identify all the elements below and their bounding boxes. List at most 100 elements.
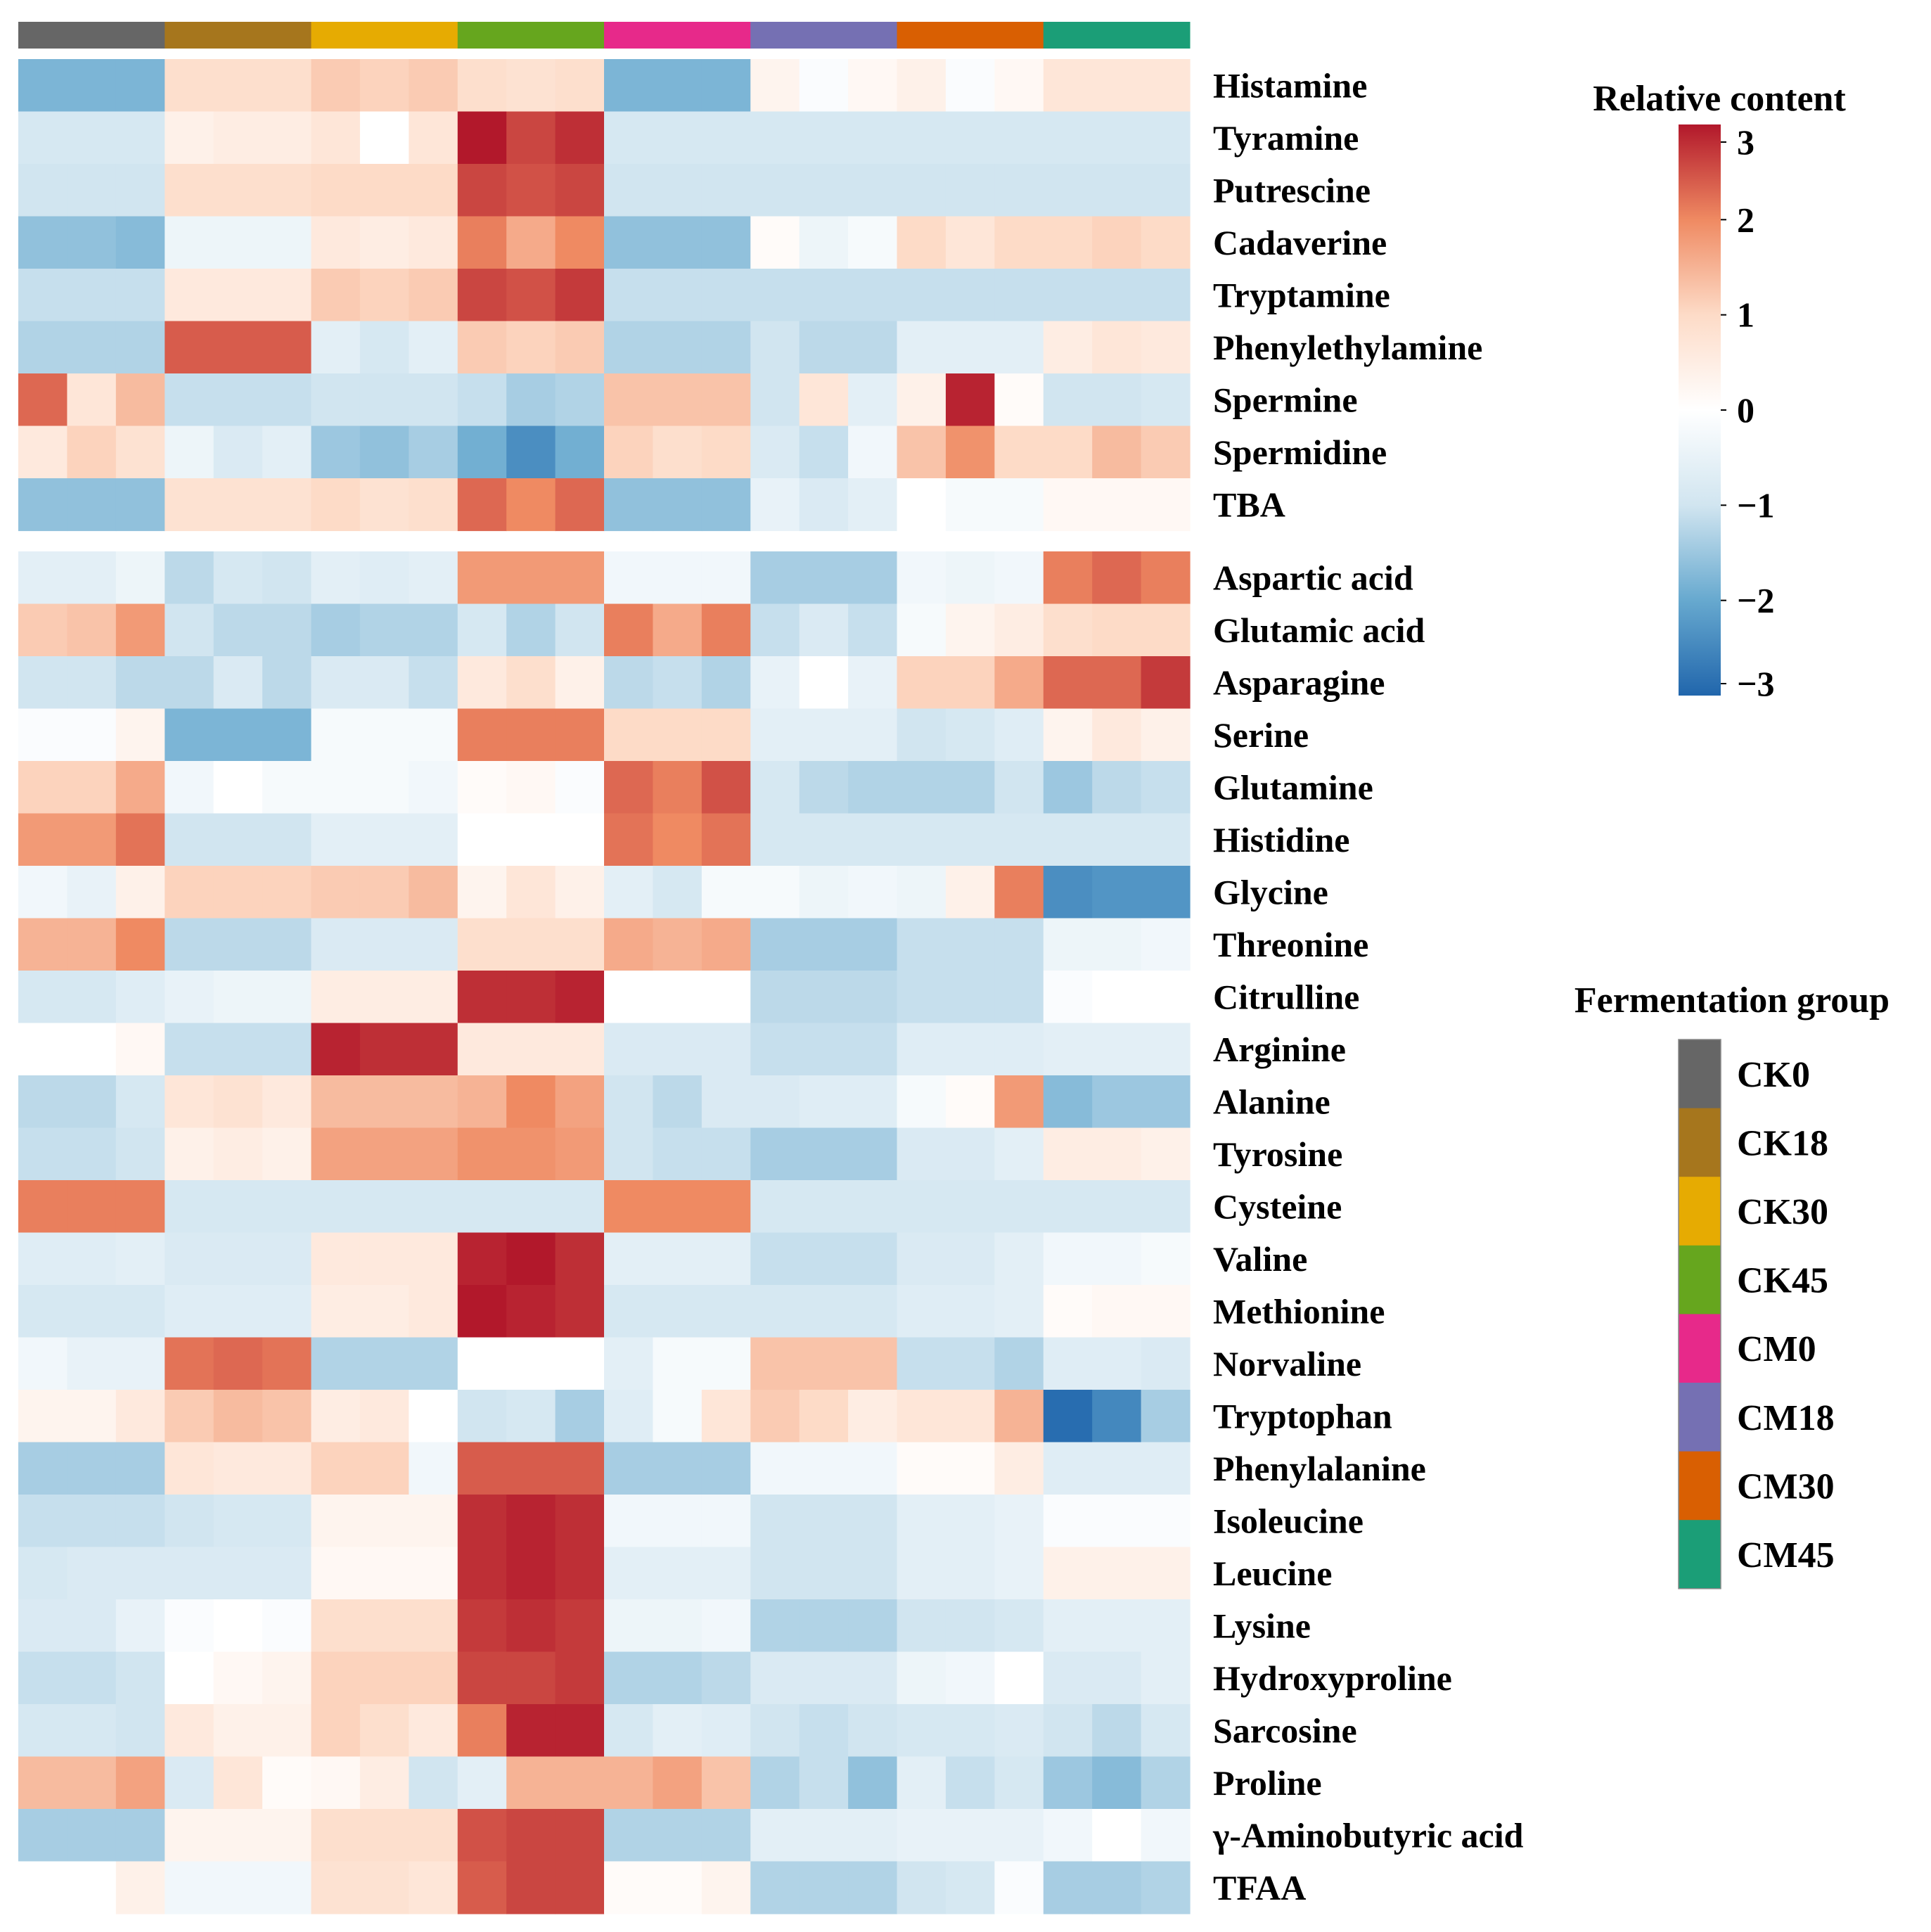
- heatmap-cell: [897, 971, 947, 1024]
- heatmap-cell: [409, 1285, 458, 1338]
- heatmap-cell: [506, 603, 556, 657]
- heatmap-cell: [1141, 59, 1191, 113]
- heatmap-cell: [799, 1704, 849, 1758]
- heatmap-cell: [1043, 1495, 1093, 1548]
- heatmap-cell: [115, 1127, 165, 1181]
- heatmap-cell: [848, 866, 898, 919]
- heatmap-cell: [750, 656, 800, 710]
- heatmap-cell: [506, 1285, 556, 1338]
- row-label: Valine: [1213, 1239, 1307, 1279]
- heatmap-cell: [262, 478, 312, 532]
- heatmap-cell: [604, 478, 654, 532]
- heatmap-cell: [701, 1547, 751, 1600]
- heatmap-cell: [1092, 1285, 1142, 1338]
- heatmap-cell: [1043, 164, 1093, 217]
- heatmap-cell: [115, 1704, 165, 1758]
- heatmap-cell: [115, 761, 165, 814]
- heatmap-cell: [165, 708, 214, 762]
- heatmap-cell: [1043, 1442, 1093, 1495]
- heatmap-cell: [262, 1390, 312, 1443]
- heatmap-cell: [115, 708, 165, 762]
- heatmap-cell: [555, 321, 605, 374]
- heatmap-cell: [359, 1337, 409, 1390]
- heatmap-cell: [262, 59, 312, 113]
- heatmap-cell: [701, 111, 751, 165]
- heatmap-cell: [67, 1809, 117, 1862]
- heatmap-cell: [213, 111, 263, 165]
- heatmap-cell: [506, 866, 556, 919]
- heatmap-cell: [409, 971, 458, 1024]
- heatmap-cell: [506, 1337, 556, 1390]
- heatmap-cell: [457, 1809, 507, 1862]
- group-swatch-ck18: [1679, 1108, 1721, 1177]
- heatmap-cell: [799, 1180, 849, 1234]
- heatmap-cell: [67, 426, 117, 479]
- heatmap-cell: [555, 269, 605, 322]
- heatmap-cell: [115, 478, 165, 532]
- row-label: Tryptophan: [1213, 1396, 1392, 1435]
- heatmap-cell: [604, 1127, 654, 1181]
- heatmap-cell: [359, 1075, 409, 1129]
- heatmap-cell: [945, 1180, 995, 1234]
- heatmap-cell: [653, 1651, 703, 1705]
- heatmap-cell: [1043, 269, 1093, 322]
- heatmap-cell: [897, 1180, 947, 1234]
- heatmap-cell: [457, 1547, 507, 1600]
- heatmap-cell: [67, 866, 117, 919]
- heatmap-cell: [165, 1285, 214, 1338]
- heatmap-cell: [555, 656, 605, 710]
- heatmap-cell: [945, 1861, 995, 1914]
- heatmap-cell: [750, 216, 800, 269]
- group-swatch-cm45: [1679, 1520, 1721, 1589]
- heatmap-cell: [555, 813, 605, 866]
- heatmap-cell: [848, 373, 898, 427]
- heatmap-cell: [115, 111, 165, 165]
- row-label: Methionine: [1213, 1291, 1385, 1331]
- heatmap-cell: [701, 1651, 751, 1705]
- heatmap-cell: [67, 321, 117, 374]
- heatmap-cell: [1043, 708, 1093, 762]
- heatmap-cell: [115, 1651, 165, 1705]
- heatmap-cell: [750, 813, 800, 866]
- group-bar-cm0: [604, 22, 751, 49]
- row-label: Cadaverine: [1213, 223, 1387, 262]
- heatmap-cell: [213, 373, 263, 427]
- heatmap-cell: [165, 603, 214, 657]
- heatmap-cell: [604, 603, 654, 657]
- heatmap-cell: [1141, 1075, 1191, 1129]
- heatmap-cell: [213, 918, 263, 971]
- heatmap-cell: [897, 918, 947, 971]
- heatmap-cell: [359, 708, 409, 762]
- heatmap-cell: [311, 1704, 361, 1758]
- heatmap-cell: [409, 761, 458, 814]
- heatmap-cell: [311, 918, 361, 971]
- heatmap-cell: [409, 216, 458, 269]
- heatmap-cell: [897, 1023, 947, 1076]
- heatmap-cell: [165, 1023, 214, 1076]
- heatmap-cell: [18, 1442, 68, 1495]
- heatmap-cell: [262, 321, 312, 374]
- heatmap-cell: [457, 866, 507, 919]
- heatmap-cell: [165, 971, 214, 1024]
- heatmap-cell: [506, 656, 556, 710]
- heatmap-cell: [555, 1075, 605, 1129]
- heatmap-cell: [262, 426, 312, 479]
- heatmap-cell: [799, 1390, 849, 1443]
- heatmap-cell: [506, 1809, 556, 1862]
- heatmap-cell: [1141, 1651, 1191, 1705]
- heatmap-cell: [945, 1285, 995, 1338]
- heatmap-cell: [457, 1180, 507, 1234]
- heatmap-cell: [115, 59, 165, 113]
- heatmap-cell: [359, 1180, 409, 1234]
- legend-tick-label: 2: [1737, 200, 1754, 239]
- heatmap-cell: [67, 269, 117, 322]
- heatmap-cell: [359, 1232, 409, 1286]
- heatmap-cell: [1043, 216, 1093, 269]
- heatmap-cell: [994, 373, 1044, 427]
- heatmap-cell: [409, 1756, 458, 1810]
- heatmap-cell: [359, 373, 409, 427]
- heatmap-cell: [897, 426, 947, 479]
- heatmap-cell: [750, 603, 800, 657]
- heatmap-cell: [115, 551, 165, 605]
- heatmap-cell: [1141, 813, 1191, 866]
